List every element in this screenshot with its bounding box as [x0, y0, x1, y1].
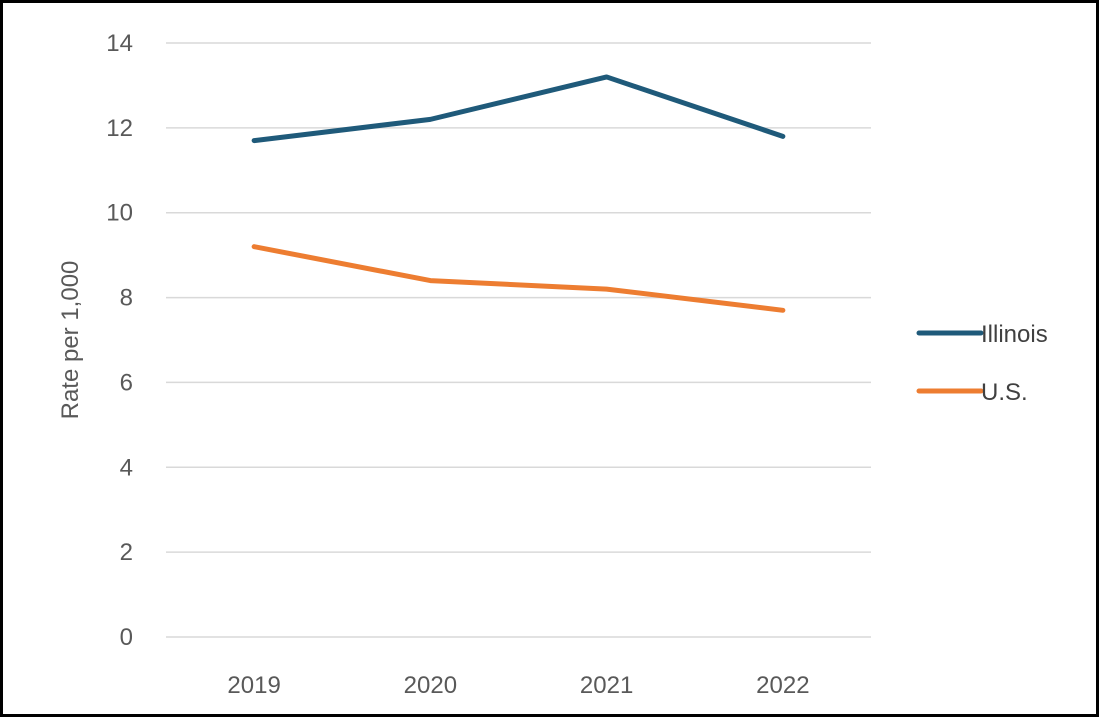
- y-tick-label: 14: [106, 30, 133, 57]
- y-tick-label: 6: [120, 369, 133, 396]
- x-tick-label: 2020: [404, 672, 457, 699]
- y-axis-label: Rate per 1,000: [57, 261, 84, 420]
- series-line-illinois: [251, 74, 786, 144]
- series-line-u-s: [251, 244, 786, 313]
- y-tick-label: 12: [106, 115, 133, 142]
- legend-label: Illinois: [981, 321, 1048, 348]
- y-tick-label: 0: [120, 624, 133, 651]
- legend-label: U.S.: [981, 379, 1028, 406]
- x-tick-label: 2021: [580, 672, 633, 699]
- line-chart: 0 2 4 6 8 10 12 14 2019 2020 2021 2022 Rate per 1,00…: [57, 30, 1048, 699]
- x-tick-label: 2022: [756, 672, 809, 699]
- y-tick-label: 4: [120, 454, 133, 481]
- y-tick-label: 10: [106, 200, 133, 227]
- y-tick-label: 8: [120, 285, 133, 312]
- x-tick-label: 2019: [227, 672, 280, 699]
- y-tick-label: 2: [120, 539, 133, 566]
